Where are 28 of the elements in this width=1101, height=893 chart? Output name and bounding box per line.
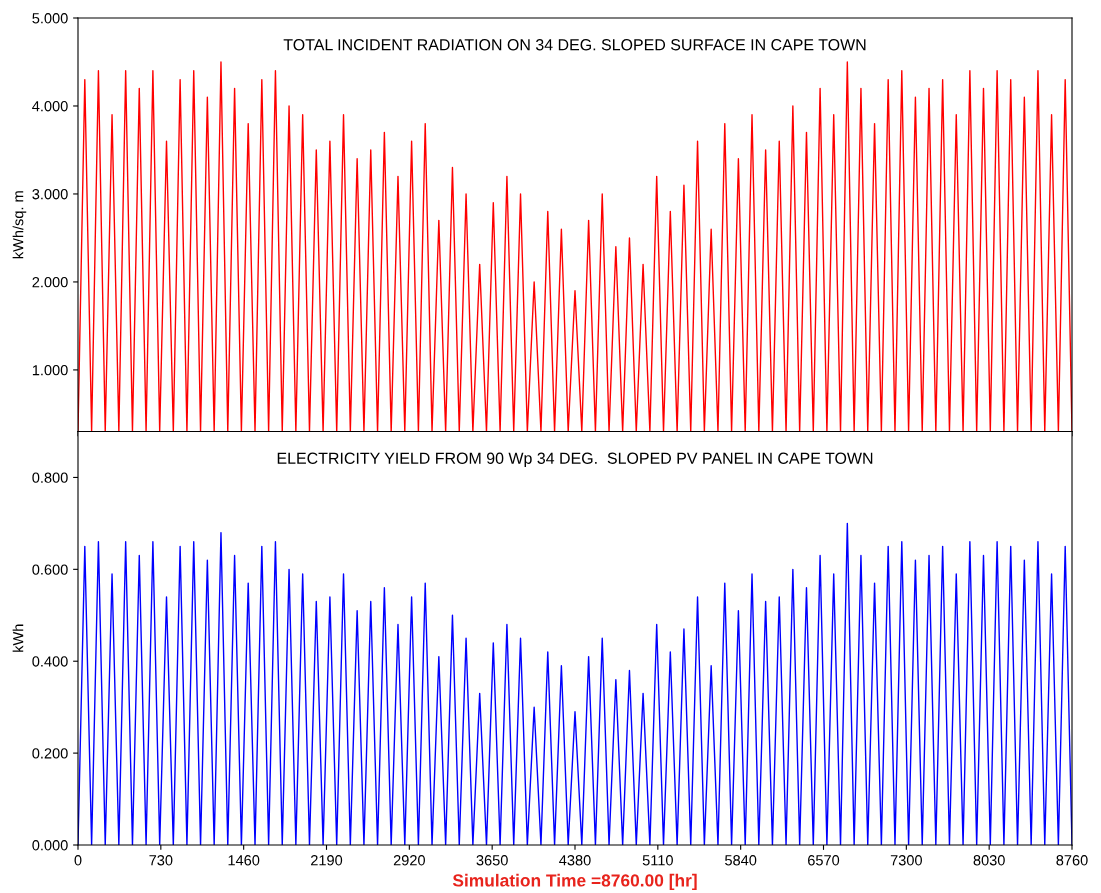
x-tick-label: 0: [74, 855, 82, 866]
x-tick-label: 5110: [642, 855, 673, 866]
x-tick-label: 6570: [808, 855, 840, 866]
y-tick-label: 0.800: [32, 472, 68, 483]
y-tick-label: 0.000: [32, 840, 68, 851]
y-axis-title: kWh: [12, 624, 24, 652]
x-tick-label: 2920: [393, 855, 425, 866]
y-axis-title: kWh/sq. m: [12, 191, 27, 259]
x-tick-label: 8030: [973, 855, 1005, 866]
x-tick-label: 2190: [311, 855, 343, 866]
y-tick-label: 2.000: [32, 277, 68, 288]
y-tick-label: 4.000: [32, 101, 68, 112]
y-tick-label: 0.200: [32, 748, 68, 759]
y-tick-label: 5.000: [32, 13, 68, 24]
text: TOTAL INCIDENT RADIATION ON 34 DEG. SLOPED SURFACE IN CAPE TOWN: [283, 39, 866, 51]
y-tick-label: 1.000: [32, 365, 68, 376]
y-tick-label: 0.400: [32, 656, 68, 667]
x-tick-label: 5840: [725, 855, 757, 866]
x-tick-label: 1460: [228, 855, 260, 866]
x-tick-label: 730: [149, 855, 173, 866]
y-tick-label: 3.000: [32, 189, 68, 200]
x-tick-label: 4380: [559, 855, 591, 866]
text: ELECTRICITY YIELD FROM 90 Wp 34 DEG. SLOPED PV PANEL IN CAPE TOWN: [277, 452, 873, 468]
x-tick-label: 3650: [476, 855, 508, 866]
x-tick-label: 7300: [890, 855, 922, 866]
x-axis-title: Simulation Time =8760.00 [hr]: [452, 873, 697, 891]
x-tick-label: 8760: [1056, 855, 1088, 866]
y-tick-label: 0.600: [32, 564, 68, 575]
